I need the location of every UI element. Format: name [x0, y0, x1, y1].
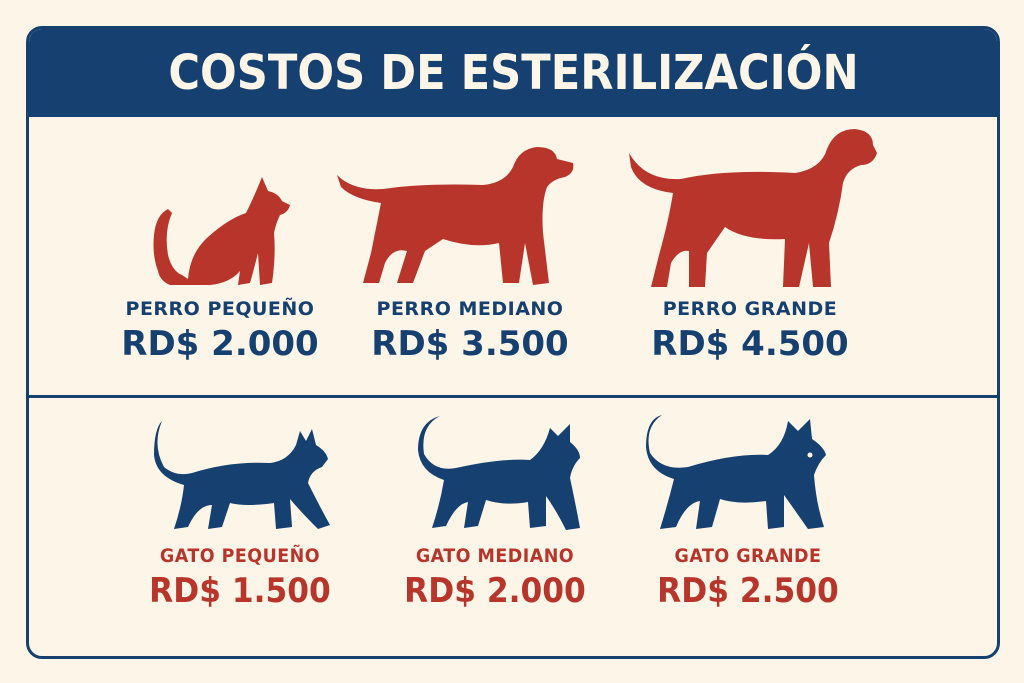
- price-value: RD$ 2.500: [657, 571, 839, 611]
- price-value: RD$ 1.500: [149, 571, 331, 611]
- size-label: GATO PEQUEÑO: [159, 545, 321, 567]
- price-card-medium-cat: GATO MEDIANO RD$ 2.000: [380, 545, 610, 611]
- size-label: PERRO GRANDE: [662, 298, 838, 320]
- price-card-large-dog: PERRO GRANDE RD$ 4.500: [635, 298, 865, 364]
- price-poster-frame: COSTOS DE ESTERILIZACIÓN: [26, 26, 1000, 659]
- price-card-large-cat: GATO GRANDE RD$ 2.500: [633, 545, 863, 611]
- walking-cat-silhouette-icon: [418, 416, 580, 530]
- price-card-medium-dog: PERRO MEDIANO RD$ 3.500: [355, 298, 585, 364]
- price-card-small-dog: PERRO PEQUEÑO RD$ 2.000: [110, 298, 330, 364]
- price-value: RD$ 4.500: [651, 324, 849, 364]
- size-label: PERRO MEDIANO: [376, 298, 564, 320]
- price-value: RD$ 3.500: [371, 324, 569, 364]
- size-label: GATO MEDIANO: [415, 545, 575, 567]
- title-banner: COSTOS DE ESTERILIZACIÓN: [29, 29, 997, 117]
- medium-dog-silhouette-icon: [337, 147, 574, 285]
- section-divider: [29, 395, 997, 398]
- price-value: RD$ 2.000: [404, 571, 586, 611]
- poster-title: COSTOS DE ESTERILIZACIÓN: [167, 45, 859, 101]
- walking-cat-silhouette-icon: [154, 421, 330, 529]
- large-dog-silhouette-icon: [629, 129, 877, 287]
- size-label: GATO GRANDE: [674, 545, 822, 567]
- price-value: RD$ 2.000: [121, 324, 319, 364]
- size-label: PERRO PEQUEÑO: [125, 298, 315, 320]
- walking-cat-silhouette-icon: [646, 415, 826, 529]
- sitting-cat-silhouette-icon: [153, 177, 290, 285]
- price-card-small-cat: GATO PEQUEÑO RD$ 1.500: [125, 545, 355, 611]
